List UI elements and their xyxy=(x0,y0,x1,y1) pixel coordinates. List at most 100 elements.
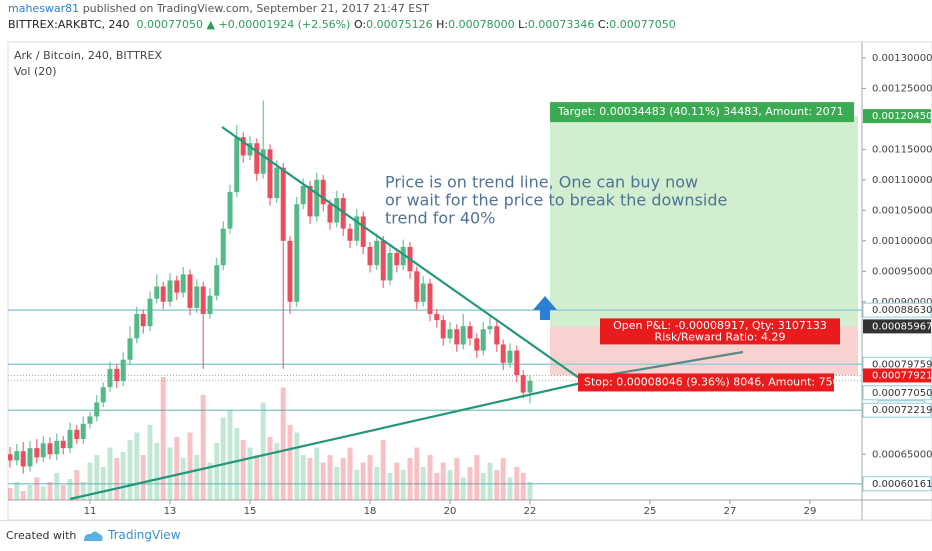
candle-body xyxy=(267,149,273,199)
candle-body xyxy=(480,329,486,351)
volume-bar xyxy=(480,473,486,500)
published: published on TradingView.com, September … xyxy=(82,2,429,15)
candle-body xyxy=(387,253,393,281)
y-tick-label: 0.00095000 xyxy=(872,266,932,277)
last: 0.00077050 xyxy=(136,18,204,31)
volume-bar xyxy=(500,458,506,500)
candle-body xyxy=(527,380,533,393)
candle-body xyxy=(360,216,366,247)
volume-bar xyxy=(434,473,440,500)
volume-bar xyxy=(314,447,320,500)
volume-bar xyxy=(100,467,106,500)
volume-bar xyxy=(447,470,453,500)
candle-body xyxy=(134,313,140,339)
volume-bar xyxy=(94,455,100,500)
volume-bar xyxy=(87,462,93,500)
volume-bar xyxy=(54,473,60,500)
candle-body xyxy=(440,320,446,339)
volume-bar xyxy=(20,491,26,500)
volume-bar xyxy=(107,447,113,500)
volume-bar xyxy=(154,443,160,500)
x-tick-label: 27 xyxy=(724,506,737,517)
candle-body xyxy=(394,253,400,266)
chart: 0.00130000 0.00125000 0.00115000 0.00110000… xyxy=(7,41,932,520)
volume-bar xyxy=(8,488,13,500)
brand[interactable]: TradingView xyxy=(108,528,181,542)
x-tick-label: 18 xyxy=(364,506,377,517)
candle-body xyxy=(120,359,126,382)
candle-body xyxy=(60,440,66,449)
volume-bar xyxy=(174,437,180,500)
candle-body xyxy=(100,387,106,403)
candle-body xyxy=(247,143,253,156)
candle-body xyxy=(74,429,80,440)
volume-bar xyxy=(234,428,240,500)
annotation: or wait for the price to break the downs… xyxy=(385,191,727,210)
volume-bar xyxy=(427,455,433,500)
volume-bar xyxy=(140,455,146,500)
frame xyxy=(7,41,932,520)
candle-body xyxy=(467,326,473,339)
volume-bar xyxy=(214,443,220,500)
candle-body xyxy=(414,271,420,302)
candle-body xyxy=(207,295,213,314)
volume-bar xyxy=(520,473,526,500)
candle-body xyxy=(487,326,493,330)
volume-bar xyxy=(187,432,193,500)
candle-body xyxy=(154,286,160,299)
candle-body xyxy=(374,240,380,266)
candle-body xyxy=(380,240,386,281)
candle-body xyxy=(400,246,406,266)
volume-bar xyxy=(294,432,300,500)
volume-bar xyxy=(40,486,46,500)
o-label: O: xyxy=(353,18,367,31)
created-with: Created with xyxy=(6,529,77,542)
candle-body xyxy=(94,402,100,417)
chart-title: Ark / Bitcoin, 240, BITTREX xyxy=(14,49,162,62)
volume-bar xyxy=(400,470,406,500)
stop-label: Stop: 0.00008046 (9.36%) 8046, Amount: 7… xyxy=(584,375,840,388)
x-tick-label: 22 xyxy=(524,506,537,517)
volume-bar xyxy=(460,477,466,500)
candle-body xyxy=(187,274,193,308)
candle-body xyxy=(514,350,520,375)
volume-bar xyxy=(180,458,186,500)
price-label: 0.00120450 xyxy=(872,111,932,122)
price-label: 0.00079759 xyxy=(872,359,932,370)
symbol: BITTREX:ARKBTC, 240 xyxy=(8,18,130,31)
volume-bar xyxy=(60,485,66,500)
candle-body xyxy=(227,192,233,229)
candle-body xyxy=(114,368,120,382)
candle-body xyxy=(107,368,113,388)
volume-bar xyxy=(260,402,266,500)
volume-bar xyxy=(274,443,280,500)
candle-body xyxy=(260,149,266,174)
author[interactable]: maheswar81 xyxy=(8,2,80,15)
volume-bar xyxy=(220,417,226,500)
volume-bar xyxy=(247,447,253,500)
target-label-box xyxy=(550,102,854,123)
candle-body xyxy=(174,280,180,293)
price-label-box xyxy=(862,385,932,401)
y-tick-label: 0.00110000 xyxy=(872,175,932,186)
candle-body xyxy=(454,329,460,345)
candle-body xyxy=(274,167,280,199)
candle-body xyxy=(294,204,300,302)
candle-body xyxy=(214,265,220,296)
volume-bar xyxy=(80,482,86,500)
volume-bar xyxy=(514,467,520,500)
candle-body xyxy=(254,143,260,174)
candle-body xyxy=(160,286,166,302)
header: maheswar81 published on TradingView.com,… xyxy=(8,2,429,15)
volume-bar xyxy=(440,462,446,500)
volume-bar xyxy=(487,462,493,500)
change: ▲ +0.00001924 (+2.56%) xyxy=(206,18,351,31)
axis-layer: 0.00130000 0.00125000 0.00115000 0.00110000… xyxy=(84,53,932,517)
volume-bar xyxy=(360,462,366,500)
volume-bar xyxy=(454,458,460,500)
volume-bar xyxy=(267,437,273,500)
candle-body xyxy=(147,298,153,327)
volume-bar xyxy=(160,377,166,500)
price-label-box xyxy=(863,368,931,383)
volume-bar xyxy=(147,425,153,500)
